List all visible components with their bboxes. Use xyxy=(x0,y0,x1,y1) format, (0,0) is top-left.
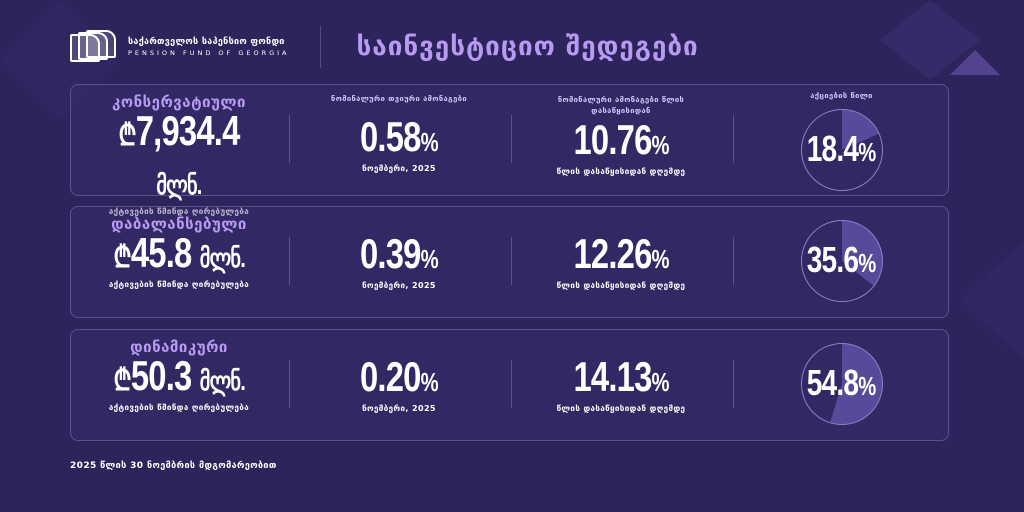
unit: მლნ. xyxy=(199,243,245,273)
divider xyxy=(511,237,512,285)
logo: საქართველოს საპენსიო ფონდი PENSION FUND … xyxy=(70,30,290,64)
ytd-value: 10.76 xyxy=(573,116,652,163)
header: საქართველოს საპენსიო ფონდი PENSION FUND … xyxy=(70,22,699,72)
percent-sign: % xyxy=(651,367,669,397)
footer-date: 2025 წლის 30 ნოემბრის მდგომარეობით xyxy=(70,461,277,471)
monthly-value: 0.58 xyxy=(360,113,421,160)
equity-pie: 18.4% xyxy=(800,109,883,191)
percent-sign: % xyxy=(858,136,877,167)
ytd-title: ნომინალური ამონაგები წლის დასაწყისიდან xyxy=(557,95,685,115)
fund-card: დაბალანსებული ₾45.8 მლნ. აქტივების წმინდ… xyxy=(70,206,949,318)
percent-sign: % xyxy=(420,367,439,397)
monthly-return: ნომინალური თვიური ამონაგები 0.58% ნოემბე… xyxy=(289,85,509,195)
month-label: ნოემბერი, 2025 xyxy=(362,281,436,290)
page-title: საინვესტიციო შედეგები xyxy=(356,32,699,62)
equity-share: 35.6% xyxy=(733,207,950,317)
percent-sign: % xyxy=(858,247,877,278)
equity-pie: 35.6% xyxy=(800,220,883,302)
unit: მლნ. xyxy=(156,170,202,200)
nav-label: აქტივების წმინდა ღირებულება xyxy=(108,280,250,289)
fund-name: დაბალანსებული xyxy=(111,215,247,233)
fund-nav: დაბალანსებული ₾45.8 მლნ. აქტივების წმინდ… xyxy=(71,207,287,317)
equity-value: 54.8 xyxy=(807,361,859,403)
fund-name: კონსერვატიული xyxy=(112,93,246,111)
nav-value: 7,934.4 xyxy=(135,107,241,154)
equity-share: 54.8% xyxy=(733,330,950,440)
month-label: ნოემბერი, 2025 xyxy=(362,164,436,173)
equity-value: 18.4 xyxy=(807,127,859,169)
fund-name: დინამიკური xyxy=(130,338,228,356)
ytd-label: წლის დასაწყისიდან დღემდე xyxy=(556,281,686,290)
equity-value: 35.6 xyxy=(807,238,859,280)
ytd-value: 12.26 xyxy=(573,230,652,277)
ytd-return: 14.13% წლის დასაწყისიდან დღემდე xyxy=(511,330,731,440)
nav-label: აქტივების წმინდა ღირებულება xyxy=(108,207,250,216)
fund-nav: კონსერვატიული ₾7,934.4 მლნ. აქტივების წმ… xyxy=(71,85,287,216)
fund-card: დინამიკური ₾50.3 მლნ. აქტივების წმინდა ღ… xyxy=(70,329,949,441)
percent-sign: % xyxy=(651,244,669,274)
monthly-return: 0.20% ნოემბერი, 2025 xyxy=(289,330,509,440)
divider xyxy=(733,115,734,163)
logo-text: საქართველოს საპენსიო ფონდი xyxy=(128,37,285,47)
fund-nav: დინამიკური ₾50.3 მლნ. აქტივების წმინდა ღ… xyxy=(71,330,287,440)
month-label: ნოემბერი, 2025 xyxy=(362,404,436,413)
monthly-value: 0.20 xyxy=(360,353,421,400)
ytd-label: წლის დასაწყისიდან დღემდე xyxy=(556,167,686,176)
percent-sign: % xyxy=(420,244,439,274)
divider xyxy=(289,360,290,408)
percent-sign: % xyxy=(858,370,877,401)
ytd-return: ნომინალური ამონაგები წლის დასაწყისიდან 1… xyxy=(511,85,731,195)
nav-label: აქტივების წმინდა ღირებულება xyxy=(108,403,250,412)
divider xyxy=(511,360,512,408)
nav-value: 45.8 xyxy=(130,229,192,276)
currency-symbol: ₾ xyxy=(113,241,131,274)
percent-sign: % xyxy=(651,130,669,160)
divider xyxy=(511,115,512,163)
percent-sign: % xyxy=(420,127,439,157)
monthly-value: 0.39 xyxy=(360,230,421,277)
divider xyxy=(733,237,734,285)
logo-subtext: PENSION FUND OF GEORGIA xyxy=(128,49,290,57)
divider xyxy=(319,26,321,68)
monthly-return: 0.39% ნოემბერი, 2025 xyxy=(289,207,509,317)
equity-share: აქციების წილი 18.4% xyxy=(733,85,950,195)
currency-symbol: ₾ xyxy=(118,119,136,152)
equity-pie: 54.8% xyxy=(800,343,883,425)
equity-title: აქციების წილი xyxy=(810,91,873,100)
fund-card: კონსერვატიული ₾7,934.4 მლნ. აქტივების წმ… xyxy=(70,84,950,216)
unit: მლნ. xyxy=(199,366,245,396)
divider xyxy=(289,115,290,163)
monthly-title: ნომინალური თვიური ამონაგები xyxy=(331,94,467,103)
ytd-value: 14.13 xyxy=(573,353,652,400)
logo-icon xyxy=(70,30,120,64)
ytd-return: 12.26% წლის დასაწყისიდან დღემდე xyxy=(511,207,731,317)
currency-symbol: ₾ xyxy=(113,364,131,397)
ytd-label: წლის დასაწყისიდან დღემდე xyxy=(556,404,686,413)
nav-value: 50.3 xyxy=(130,352,192,399)
divider xyxy=(733,360,734,408)
divider xyxy=(289,237,290,285)
